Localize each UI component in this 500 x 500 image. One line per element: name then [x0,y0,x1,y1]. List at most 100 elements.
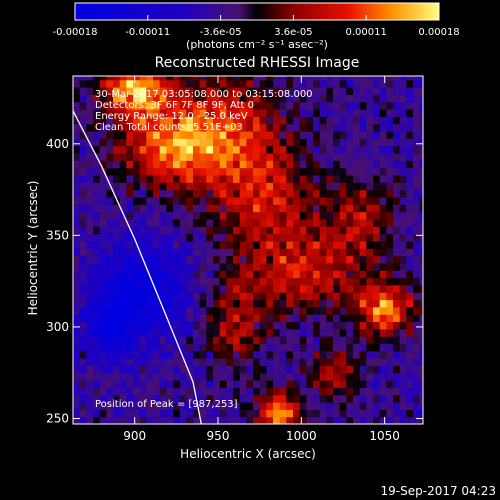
heatmap-cell [146,262,154,271]
heatmap-cell [126,152,134,161]
colorbar-tick-label: -0.00011 [125,27,170,38]
heatmap-cell [313,350,321,359]
heatmap-cell [246,284,254,293]
heatmap-cell [386,240,394,249]
heatmap-cell [353,358,361,366]
heatmap-cell [353,350,361,359]
heatmap-cell [93,145,101,154]
heatmap-cell [253,314,261,323]
heatmap-cell [253,226,261,235]
heatmap-cell [379,196,387,205]
heatmap-cell [293,218,301,227]
heatmap-cell [379,218,387,227]
heatmap-cell [159,270,167,279]
heatmap-cell [206,314,214,323]
heatmap-cell [126,86,134,95]
heatmap-cell [393,248,401,257]
heatmap-cell [86,182,94,191]
heatmap-cell [246,402,254,410]
heatmap-cell [373,343,381,352]
heatmap-cell [299,138,307,147]
heatmap-cell [386,284,394,293]
heatmap-cell [233,233,241,242]
heatmap-cell [346,76,354,81]
heatmap-cell [359,328,367,337]
heatmap-cell [386,211,394,220]
heatmap-cell [99,152,107,161]
heatmap-cell [146,336,154,345]
heatmap-cell [339,138,347,147]
heatmap-cell [139,372,147,381]
heatmap-cell [326,204,334,213]
heatmap-cell [366,292,374,301]
heatmap-cell [239,233,247,242]
heatmap-cell [179,299,187,308]
heatmap-cell [73,262,81,271]
heatmap-cell [213,409,221,418]
heatmap-cell [259,255,267,264]
heatmap-cell [119,226,127,235]
heatmap-cell [399,204,407,213]
heatmap-cell [299,350,307,359]
heatmap-cell [393,79,401,88]
heatmap-cell [133,86,141,95]
heatmap-cell [99,94,107,103]
heatmap-cell [266,116,274,125]
heatmap-cell [139,226,147,235]
heatmap-cell [199,130,207,139]
heatmap-cell [306,306,314,315]
heatmap-cell [113,240,121,249]
heatmap-cell [166,204,174,213]
heatmap-cell [179,138,187,147]
heatmap-cell [73,372,81,381]
heatmap-cell [119,233,127,242]
heatmap-cell [119,314,127,323]
heatmap-cell [139,189,147,198]
heatmap-cell [319,138,327,147]
heatmap-cell [419,416,423,424]
heatmap-cell [279,240,287,249]
heatmap-cell [373,255,381,264]
heatmap-cell [206,240,214,249]
heatmap-cell [419,336,423,345]
heatmap-cell [393,372,401,381]
heatmap-cell [386,299,394,308]
heatmap-cell [106,321,114,330]
heatmap-cell [113,372,121,381]
heatmap-cell [253,152,261,161]
heatmap-cell [419,314,423,323]
heatmap-cell [379,248,387,257]
heatmap-cell [386,76,394,81]
heatmap-cell [286,409,294,418]
heatmap-cell [106,343,114,352]
heatmap-cell [413,108,421,117]
heatmap-cell [153,314,161,323]
heatmap-cell [173,402,181,410]
heatmap-cell [293,196,301,205]
heatmap-cell [126,255,134,264]
heatmap-cell [146,116,154,125]
heatmap-cell [153,189,161,198]
heatmap-cell [279,86,287,95]
heatmap-cell [313,394,321,403]
heatmap-cell [179,101,187,110]
heatmap-cell [406,86,414,95]
heatmap-cell [219,218,227,227]
heatmap-cell [306,314,314,323]
heatmap-cell [79,233,87,242]
heatmap-cell [159,299,167,308]
heatmap-cell [146,394,154,403]
heatmap-cell [186,314,194,323]
heatmap-cell [213,240,221,249]
heatmap-cell [113,365,121,374]
heatmap-cell [113,174,121,183]
heatmap-cell [213,123,221,132]
heatmap-cell [159,314,167,323]
heatmap-cell [266,145,274,154]
heatmap-cell [353,94,361,103]
heatmap-cell [226,387,234,396]
heatmap-cell [299,255,307,264]
heatmap-cell [99,416,107,424]
heatmap-cell [359,372,367,381]
heatmap-cell [273,182,281,191]
